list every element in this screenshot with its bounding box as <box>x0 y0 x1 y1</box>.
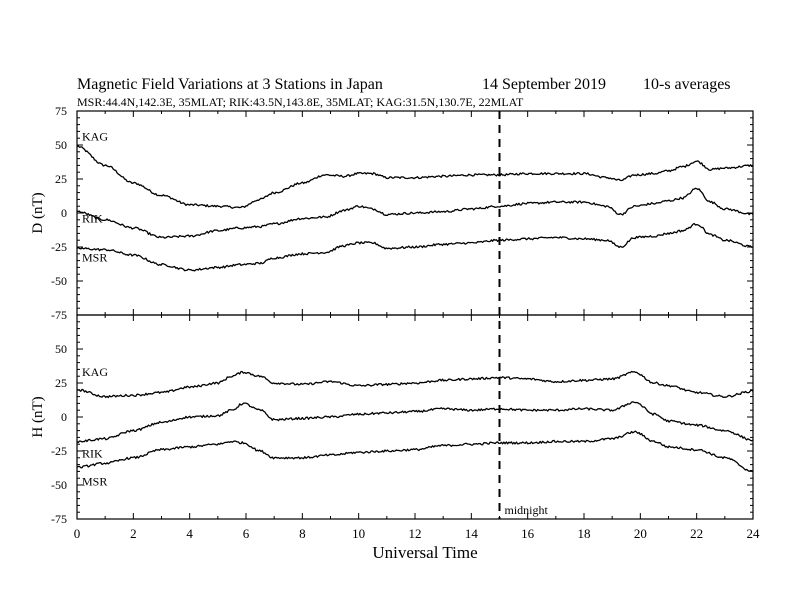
y-tick-label: 50 <box>55 138 67 152</box>
y-tick-label: 25 <box>55 172 67 186</box>
station-info: MSR:44.4N,142.3E, 35MLAT; RIK:43.5N,143.… <box>77 95 524 109</box>
x-tick-label: 22 <box>690 526 703 541</box>
h-axis-ticks: 50 25 0 -25 -50 -75 <box>51 314 754 526</box>
station-label-rik: RIK <box>82 212 103 226</box>
x-tick-label: 6 <box>243 526 250 541</box>
trace-rik <box>76 187 754 239</box>
chart-averages: 10-s averages <box>643 76 731 93</box>
station-label-rik: RIK <box>82 446 103 460</box>
x-tick-label: 0 <box>74 526 81 541</box>
y-tick-label: -25 <box>51 444 67 458</box>
chart-date: 14 September <box>482 76 571 93</box>
chart-title: Magnetic Field Variations at 3 Stations … <box>77 76 383 93</box>
x-tick-label: 16 <box>521 526 535 541</box>
midnight-label: midnight <box>505 503 549 517</box>
y-tick-label: -75 <box>51 512 67 526</box>
h-station-labels: KAG RIK MSR <box>82 365 108 489</box>
x-tick-label: 18 <box>578 526 591 541</box>
d-component-panel: D (nT) 75 50 25 0 -25 -50 -75 KAG RIK MSR <box>30 104 754 322</box>
trace-kag <box>76 370 754 399</box>
d-station-labels: KAG RIK MSR <box>82 129 108 264</box>
trace-msr <box>76 430 754 472</box>
x-axis-ticks: 0 2 4 6 8 10 12 14 16 18 20 22 24 <box>74 526 760 541</box>
y-tick-label: 75 <box>55 104 67 118</box>
x-tick-label: 20 <box>634 526 647 541</box>
x-tick-label: 12 <box>409 526 422 541</box>
station-label-msr: MSR <box>82 474 107 488</box>
station-label-msr: MSR <box>82 250 107 264</box>
y-tick-label: 50 <box>55 342 67 356</box>
h-component-panel: H (nT) 50 25 0 -25 -50 -75 KAG RIK MSR <box>30 314 754 526</box>
d-axis-ticks: 75 50 25 0 -25 -50 -75 <box>51 104 754 322</box>
x-tick-label: 8 <box>299 526 306 541</box>
x-tick-label: 2 <box>130 526 137 541</box>
x-tick-label: 10 <box>352 526 365 541</box>
chart-year: 2019 <box>574 76 606 93</box>
y-tick-label: 0 <box>61 206 67 220</box>
trace-rik <box>76 401 754 444</box>
x-axis-label: Universal Time <box>372 543 477 562</box>
station-label-kag: KAG <box>82 365 108 379</box>
trace-kag <box>76 145 754 209</box>
y-tick-label: 25 <box>55 376 67 390</box>
h-traces <box>76 370 754 472</box>
d-traces <box>76 145 754 272</box>
x-tick-label: 24 <box>747 526 761 541</box>
y-tick-label: -25 <box>51 240 67 254</box>
h-axis-label: H (nT) <box>30 396 46 437</box>
y-tick-label: -50 <box>51 478 67 492</box>
trace-msr <box>76 222 754 272</box>
x-tick-label: 14 <box>465 526 479 541</box>
y-tick-label: -50 <box>51 274 67 288</box>
station-label-kag: KAG <box>82 129 108 143</box>
x-tick-label: 4 <box>186 526 193 541</box>
y-tick-label: -75 <box>51 308 67 322</box>
d-axis-label: D (nT) <box>30 192 46 233</box>
h-panel-frame <box>76 314 754 520</box>
y-tick-label: 0 <box>61 410 67 424</box>
